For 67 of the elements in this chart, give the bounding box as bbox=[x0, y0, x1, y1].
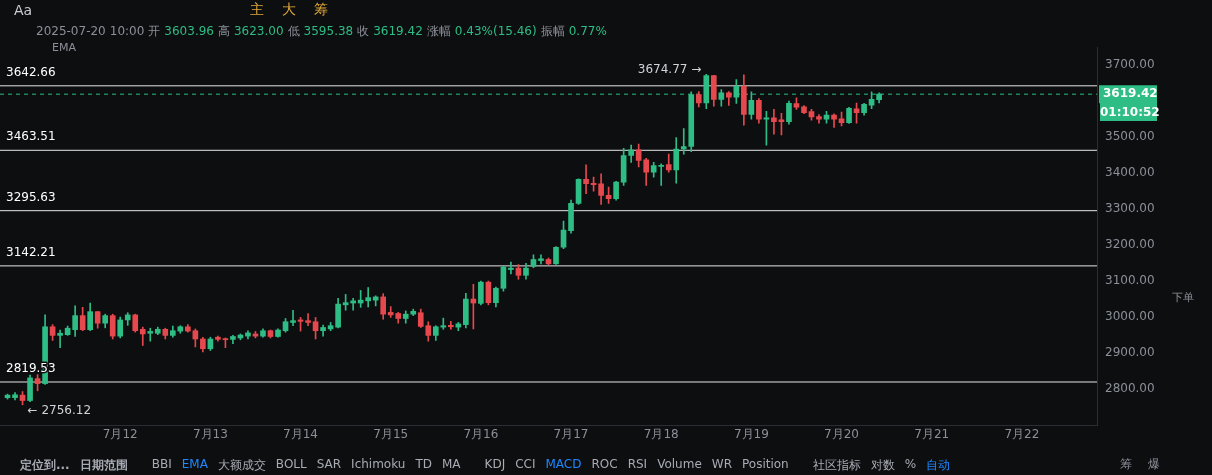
text: MA bbox=[441, 457, 461, 473]
y-tick-label: 3200.00 bbox=[1105, 237, 1155, 252]
y-tick-label: 3100.00 bbox=[1105, 273, 1155, 288]
text: BOLL bbox=[275, 457, 307, 473]
candlestick bbox=[57, 329, 63, 348]
ref-line-label: 3619.42 bbox=[1103, 86, 1158, 101]
text: 定位到... bbox=[20, 457, 70, 474]
text: Position bbox=[741, 457, 789, 473]
y-tick-label: 2800.00 bbox=[1105, 381, 1155, 396]
y-tick-label: 3000.00 bbox=[1105, 309, 1155, 324]
text: Aa bbox=[14, 2, 33, 18]
text: Volume bbox=[657, 457, 702, 473]
candlestick bbox=[508, 261, 514, 275]
text: BBI bbox=[151, 457, 172, 473]
text: 大额成交 bbox=[217, 457, 266, 474]
candlestick bbox=[305, 313, 311, 327]
y-tick-label: 3500.00 bbox=[1105, 129, 1155, 144]
annotation: EMA bbox=[52, 41, 76, 54]
x-tick-label: 7月20 bbox=[824, 427, 859, 442]
x-tick-label: 7月14 bbox=[283, 427, 318, 442]
ref-line-label: 3142.21 bbox=[6, 245, 56, 260]
x-tick-label: 7月16 bbox=[463, 427, 499, 442]
annotation: ← 2756.12 bbox=[27, 402, 92, 417]
x-tick-label: 7月13 bbox=[192, 427, 228, 442]
text: RSI bbox=[627, 457, 648, 473]
text: 日期范围 bbox=[79, 457, 128, 474]
text: CCI bbox=[515, 457, 536, 473]
text: 筹 bbox=[314, 1, 329, 19]
text: 大 bbox=[282, 1, 297, 19]
x-tick-label: 7月18 bbox=[643, 427, 679, 442]
candlestick bbox=[771, 109, 777, 135]
ref-line-label: 3642.66 bbox=[6, 64, 56, 79]
candlestick bbox=[583, 164, 589, 194]
x-tick-label: 7月22 bbox=[1004, 427, 1040, 442]
text: 自动 bbox=[926, 457, 951, 474]
text: 爆 bbox=[1148, 456, 1160, 473]
text: TD bbox=[415, 457, 432, 473]
text: 2025-07-20 10:00 开 3603.96 高 3623.00 低 3595.38 收 3619.42 涨幅 0.43%(15.46) 振幅 0.77% bbox=[36, 24, 607, 38]
candlestick bbox=[290, 309, 296, 327]
x-tick-label: 7月17 bbox=[553, 427, 589, 442]
x-tick-label: 7月21 bbox=[914, 427, 950, 442]
y-tick-label: 3400.00 bbox=[1105, 165, 1155, 180]
y-tick-label: 3700.00 bbox=[1105, 57, 1155, 72]
candlestick bbox=[365, 287, 371, 308]
y-tick-label: 2900.00 bbox=[1105, 345, 1155, 360]
text: 主 bbox=[250, 1, 265, 19]
text: 对数 bbox=[870, 457, 895, 474]
annotation: 3674.77 → bbox=[637, 62, 702, 77]
text: SAR bbox=[316, 457, 342, 473]
text: KDJ bbox=[484, 457, 506, 473]
text: Ichimoku bbox=[351, 457, 406, 473]
text: 下单 bbox=[1172, 290, 1194, 305]
candlestick bbox=[831, 113, 837, 128]
candlestick bbox=[447, 321, 454, 330]
text: 社区指标 bbox=[812, 457, 861, 474]
text: WR bbox=[711, 457, 732, 473]
text: MACD bbox=[545, 457, 582, 473]
y-tick-label: 3300.00 bbox=[1105, 201, 1155, 216]
x-tick-label: 7月15 bbox=[373, 427, 409, 442]
ref-line-label: 3295.63 bbox=[6, 189, 56, 204]
text: 筹 bbox=[1120, 456, 1132, 473]
x-tick-label: 7月19 bbox=[733, 427, 769, 442]
text: % bbox=[904, 457, 917, 473]
text: ROC bbox=[591, 457, 618, 473]
text: EMA bbox=[181, 457, 208, 473]
ref-line-label: 3463.51 bbox=[6, 129, 56, 144]
x-tick-label: 7月12 bbox=[102, 427, 138, 442]
